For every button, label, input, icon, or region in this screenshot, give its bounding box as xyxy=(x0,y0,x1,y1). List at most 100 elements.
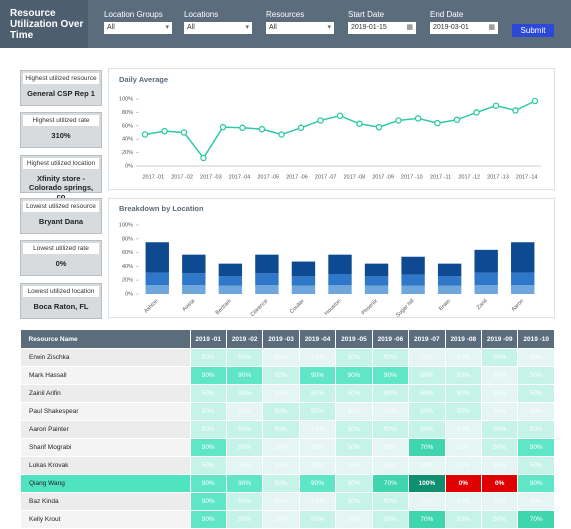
column-header: 2019 -10 xyxy=(517,330,555,349)
y-tick-label: 80% xyxy=(122,236,133,242)
utilization-cell: 90% xyxy=(335,366,373,385)
utilization-cell: 50% xyxy=(225,438,264,457)
bar-segment xyxy=(401,274,425,286)
x-tick-label: 2017 -06 xyxy=(286,174,308,180)
utilization-cell: 100% xyxy=(408,474,446,493)
utilization-cell: 90% xyxy=(189,510,227,529)
utilization-cell: 90% xyxy=(298,366,337,385)
x-tick-label: 2017 -13 xyxy=(487,174,509,180)
point xyxy=(434,119,441,127)
bar-segment xyxy=(511,242,535,273)
filter-input[interactable]: All ▾ xyxy=(104,22,172,34)
x-tick-label: Bertram xyxy=(215,298,233,316)
bar-segment xyxy=(437,276,462,286)
point xyxy=(473,109,480,116)
filter-input[interactable]: All ▾ xyxy=(266,22,334,34)
bar-segment xyxy=(511,272,535,286)
utilization-cell: 10% xyxy=(371,456,410,475)
x-tick-label: 2017 -04 xyxy=(229,174,251,180)
point xyxy=(492,102,500,109)
utilization-cell: 10% xyxy=(335,456,373,475)
table-row: Lukas Krovak 50% 10% 10% 10% 10% 10% 10% 10% 10% 5… xyxy=(20,456,555,475)
utilization-cell: 70% xyxy=(408,438,446,457)
x-tick-label: 2017 -09 xyxy=(372,174,394,180)
bar-segment xyxy=(437,263,462,277)
utilization-cell: 50% xyxy=(371,384,410,403)
bar-segment xyxy=(364,285,389,294)
x-tick-label: 2017 -12 xyxy=(458,174,480,180)
filter-label: Locations xyxy=(184,10,219,19)
x-tick-label: 2017 -14 xyxy=(516,174,538,180)
utilization-cell: 90% xyxy=(189,366,227,385)
point xyxy=(297,124,305,132)
utilization-cell: 50% xyxy=(262,420,300,439)
bar-segment xyxy=(218,276,243,286)
y-tick-label: 100% xyxy=(119,96,133,102)
y-tick-label: 40% xyxy=(122,137,133,143)
utilization-cell: 50% xyxy=(371,492,410,511)
utilization-cell: 10% xyxy=(298,492,337,511)
point xyxy=(453,116,461,124)
header-row: Resource Name 2019 -01 2019 -02 2019 -03 201… xyxy=(20,330,555,349)
utilization-cell: 50% xyxy=(408,420,446,439)
utilization-cell: 50% xyxy=(189,348,227,367)
kpi-value: 0% xyxy=(55,259,67,268)
utilization-cell: 90% xyxy=(189,492,227,511)
x-tick-label: 2017 -08 xyxy=(343,174,365,180)
filter: Location Groups All ▾ xyxy=(104,10,172,34)
point xyxy=(239,124,246,132)
bar-segment xyxy=(328,273,352,286)
utilization-cell: 10% xyxy=(371,402,410,421)
x-tick-label: Erwin xyxy=(438,298,452,312)
utilization-cell: 50% xyxy=(408,384,446,403)
utilization-cell: 50% xyxy=(298,384,337,403)
utilization-cell: 50% xyxy=(444,402,483,421)
utilization-cell: 50% xyxy=(189,456,227,475)
point xyxy=(317,117,324,124)
kpi-label: Lowest utilized location xyxy=(23,286,99,297)
bar-segment xyxy=(145,242,169,273)
column-header: 2019 -05 xyxy=(335,330,373,349)
kpi-card: Lowest utilized rate 0% xyxy=(20,240,102,276)
utilization-cell: 50% xyxy=(517,366,555,385)
utilization-cell: 90% xyxy=(189,438,227,457)
utilization-cell: 90% xyxy=(298,474,337,493)
column-header: 2019 -08 xyxy=(445,330,483,349)
utilization-cell: 50% xyxy=(371,510,410,529)
submit-button[interactable]: Submit xyxy=(512,24,554,37)
utilization-cell: 10% xyxy=(480,402,519,421)
utilization-cell: 90% xyxy=(225,474,264,493)
breakdown-panel: Breakdown by Location 0% 20% 40% 60% 80% 100% A… xyxy=(108,198,555,319)
filter-label: Resources xyxy=(266,10,305,19)
kpi-value: Boca Raton, FL xyxy=(33,302,89,311)
bar-segment xyxy=(328,254,352,274)
filter-value: All xyxy=(107,24,115,31)
utilization-cell: 10% xyxy=(335,510,373,529)
bar-segment xyxy=(145,285,169,294)
utilization-cell: 10% xyxy=(444,456,483,475)
point xyxy=(336,112,344,120)
resource-name: Paul Shakespear xyxy=(20,402,191,421)
column-header: 2019 -02 xyxy=(226,330,264,349)
utilization-cell: 50% xyxy=(371,348,410,367)
x-tick-label: Aaron xyxy=(511,298,526,313)
table-row: Erwin Zischka 50% 50% 10% 10% 50% 50% 10% 10% 50%… xyxy=(20,348,555,367)
filter-input[interactable]: 2019-03-01 ▦ xyxy=(430,22,498,34)
utilization-cell: 10% xyxy=(517,492,555,511)
utilization-cell: 90% xyxy=(371,366,410,385)
resource-name: Mark Hassall xyxy=(20,366,191,385)
point xyxy=(356,120,363,128)
utilization-cell: 90% xyxy=(517,438,555,457)
resource-name: Kelly Krout xyxy=(20,510,191,529)
kpi-card: Highest utilized rate 310% xyxy=(20,112,102,148)
utilization-cell: 70% xyxy=(408,510,446,529)
filter-input[interactable]: 2019-01-15 ▦ xyxy=(348,22,416,34)
utilization-cell: 10% xyxy=(408,456,446,475)
utilization-cell: 50% xyxy=(225,384,264,403)
x-tick-label: Houston xyxy=(324,298,343,317)
utilization-cell: 50% xyxy=(225,348,264,367)
table-row: Kelly Krout 90% 50% 10% 50% 10% 50% 70% 50% 50% 70… xyxy=(20,510,555,529)
x-tick-label: Coulter xyxy=(289,298,306,315)
utilization-cell: 50% xyxy=(517,384,555,403)
filter-input[interactable]: All ▾ xyxy=(184,22,252,34)
